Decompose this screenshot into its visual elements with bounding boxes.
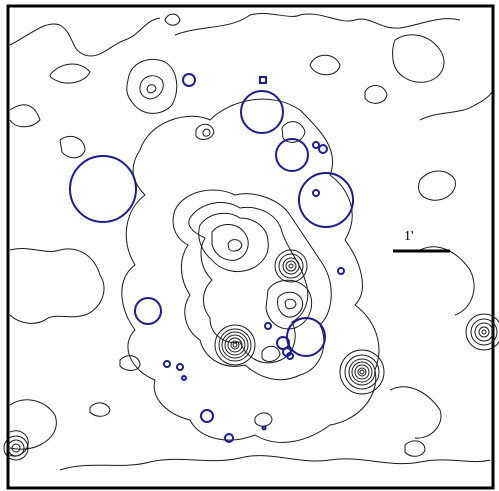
contour-top-small-2 xyxy=(309,54,341,76)
contour-bottom-left-1 xyxy=(9,399,57,450)
source-circle xyxy=(182,73,196,87)
source-circle xyxy=(181,375,187,381)
contours-central xyxy=(172,121,332,381)
contour-central-peak xyxy=(227,239,243,252)
source-circle xyxy=(69,155,137,223)
contour-top-right-2 xyxy=(364,85,388,104)
contour-small-loop-2 xyxy=(202,128,211,137)
contour-small-loop-3 xyxy=(281,121,306,143)
contour-ring xyxy=(470,318,498,346)
contour-left-region xyxy=(9,248,105,324)
point-source-lower-left xyxy=(214,324,256,366)
contour-ring xyxy=(481,329,487,335)
source-circle xyxy=(176,363,184,371)
source-circle xyxy=(264,322,272,330)
contour-central-level-4 xyxy=(198,212,269,273)
contour-top-meander xyxy=(174,13,461,36)
source-circle xyxy=(240,90,284,134)
contour-ring xyxy=(478,326,490,338)
contour-ring xyxy=(230,340,240,350)
source-circle xyxy=(337,267,345,275)
contour-ring xyxy=(214,324,256,366)
contours-low xyxy=(9,13,493,471)
contour-ring xyxy=(227,337,243,353)
source-circle xyxy=(318,144,328,154)
contour-bottom-left-4 xyxy=(119,355,141,371)
contour-ring xyxy=(278,253,304,279)
source-circle xyxy=(261,425,267,431)
contour-ring xyxy=(354,364,370,380)
source-circle xyxy=(134,297,162,325)
contour-ring xyxy=(344,354,380,390)
contour-ring xyxy=(359,369,365,375)
source-marker xyxy=(259,76,267,84)
contour-ring xyxy=(218,328,252,362)
contour-right-blob xyxy=(418,170,456,201)
contour-central-level-5 xyxy=(211,224,249,261)
contour-central-level-2 xyxy=(172,189,332,381)
contour-right-edge-2 xyxy=(419,246,475,316)
point-source-right-edge xyxy=(465,313,499,351)
contour-top-right-1 xyxy=(392,34,445,83)
source-circle xyxy=(224,433,234,443)
contour-small-loop-1 xyxy=(195,123,215,140)
contour-ring xyxy=(282,257,300,275)
contour-ring xyxy=(221,331,249,359)
scale-bar-label: 1' xyxy=(404,229,414,244)
source-circle xyxy=(312,141,320,149)
contour-ring xyxy=(348,358,376,386)
contour-ring xyxy=(288,263,294,269)
contour-bottom-small-2 xyxy=(404,440,426,457)
contour-ring xyxy=(11,443,21,453)
contour-ring xyxy=(274,249,308,283)
contour-ring xyxy=(465,313,499,351)
contour-top-blob-inner xyxy=(146,84,157,94)
contour-right-edge-3 xyxy=(389,386,442,439)
contour-top-left-1 xyxy=(9,17,161,57)
source-circle xyxy=(286,317,326,357)
contour-top-small-1 xyxy=(164,13,181,26)
contour-ring xyxy=(232,342,238,348)
contour-left-small xyxy=(59,135,86,159)
plot-frame xyxy=(6,4,495,490)
contour-top-left-3 xyxy=(9,104,41,128)
contour-ring xyxy=(3,435,29,461)
contour-ring xyxy=(474,322,494,342)
contour-ring xyxy=(7,439,25,457)
scale-bar-group: 1' xyxy=(393,229,450,253)
source-circle xyxy=(298,172,354,228)
contour-outer-central xyxy=(121,98,380,443)
contour-ring xyxy=(224,334,246,356)
contour-ring xyxy=(339,349,385,395)
contour-lower-lobe-3 xyxy=(284,298,297,310)
source-circles xyxy=(69,73,354,443)
contour-central-level-3 xyxy=(188,202,309,364)
contour-top-blob-mid xyxy=(139,75,164,100)
source-circle xyxy=(312,189,320,197)
contour-ring xyxy=(351,361,373,383)
contour-ring xyxy=(357,367,367,377)
point-source-upper xyxy=(274,249,308,283)
source-circle xyxy=(275,138,309,172)
source-circle xyxy=(200,409,214,423)
contour-small-loop-4 xyxy=(261,345,281,362)
contour-lower-lobe-1 xyxy=(265,279,312,330)
contour-bottom-left-3 xyxy=(89,402,111,417)
contour-right-edge-1 xyxy=(419,91,493,121)
point-source-lower-right xyxy=(339,349,385,395)
source-circle xyxy=(163,360,171,368)
contour-top-left-2 xyxy=(49,63,91,84)
contour-bottom-small-1 xyxy=(254,412,273,427)
point-source-bottom-left-corner xyxy=(3,435,29,461)
contour-lower-lobe-2 xyxy=(277,291,304,318)
contour-top-blob-outer xyxy=(126,58,178,114)
contour-ring xyxy=(285,260,297,272)
source-circle xyxy=(286,352,294,360)
contour-bottom-meander xyxy=(59,455,491,471)
